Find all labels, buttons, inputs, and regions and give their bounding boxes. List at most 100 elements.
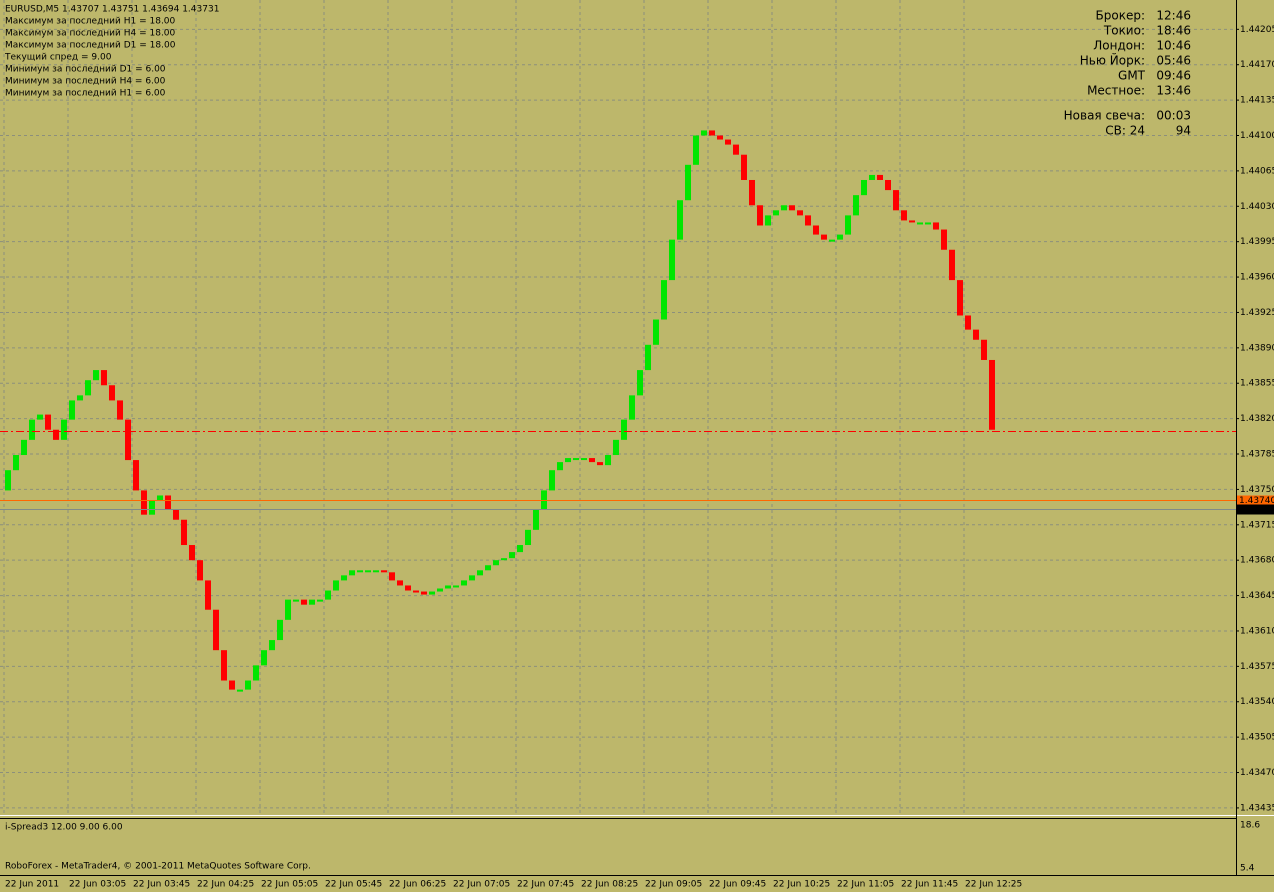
candle-body [957,280,963,316]
candle-body [373,570,379,573]
y-tick-label: 1.43855 [1240,379,1274,389]
price-label-box [1237,495,1274,506]
candle-body [773,210,779,216]
candle-body [389,572,395,581]
candle-body [317,599,323,602]
candle-body [173,509,179,520]
candle-body [101,370,107,386]
candle-body [205,580,211,610]
candle-body [549,470,555,491]
candle-body [13,455,19,471]
y-tick-label: 1.43960 [1240,273,1274,283]
candle-body [365,570,371,573]
candle-body [53,429,59,440]
y-tick-label: 1.44100 [1240,131,1274,141]
candle-body [293,599,299,602]
candle-body [501,558,507,561]
y-tick-label: 1.43715 [1240,520,1274,530]
candle-body [757,205,763,226]
candle-body [325,590,331,600]
candle-body [269,640,275,651]
candle-body [917,222,923,225]
price-label: 1.43740 [1239,496,1274,506]
candle-body [965,315,971,330]
candle-body [461,580,467,586]
x-tick-label: 22 Jun 04:25 [197,880,254,890]
candle-body [629,395,635,420]
info-line: Минимум за последний H1 = 6.00 [5,89,166,99]
candle-body [821,234,827,240]
candle-body [309,599,315,605]
candle-body [253,665,259,681]
candle-body [197,560,203,581]
candle-body [981,339,987,360]
candle-body [261,650,267,666]
candle-body [693,135,699,165]
candle-body [709,130,715,136]
price-label-box [1237,504,1274,515]
y-tick-label: 1.43680 [1240,556,1274,566]
candle-body [301,599,307,605]
candle-body [781,205,787,211]
candle-body [245,680,251,690]
candle-body [141,490,147,515]
clock-label: Брокер: [1096,9,1145,23]
clock-label: Нью Йорк: [1080,53,1145,68]
candle-body [181,519,187,546]
clock-label: Новая свеча: [1064,109,1145,123]
footer: RoboForex - MetaTrader4, © 2001-2011 Met… [5,862,311,872]
candle-body [341,575,347,581]
candle-body [397,580,403,586]
candle-body [77,395,83,401]
y-tick-label: 1.44135 [1240,96,1274,106]
x-tick-label: 22 Jun 07:05 [453,880,510,890]
x-tick-label: 22 Jun 12:25 [965,880,1022,890]
candle-body [869,174,875,180]
clock-value: 05:46 [1156,54,1191,68]
candle-body [189,545,195,561]
candle-body [597,462,603,466]
candle-body [933,222,939,230]
candle-body [949,249,955,281]
candle-body [61,419,67,440]
candle-body [405,585,411,591]
info-line: Текущий спред = 9.00 [4,53,112,63]
clock-label: Лондон: [1093,39,1145,53]
clock-value: 94 [1176,124,1191,138]
candle-body [229,680,235,690]
candle-body [813,225,819,235]
candle-body [493,560,499,566]
candle-body [741,154,747,180]
candle-body [677,200,683,240]
price-label: 1.43731 [1239,505,1274,515]
candle-body [797,210,803,216]
candle-body [285,599,291,620]
candle-body [333,580,339,591]
candle-body [941,229,947,250]
info-line: Минимум за последний D1 = 6.00 [5,65,166,75]
info-line: Минимум за последний H4 = 6.00 [5,77,166,87]
y-tick-label: 1.43820 [1240,414,1274,424]
x-tick-label: 22 Jun 09:05 [645,880,702,890]
y-tick-label: 1.44065 [1240,166,1274,176]
candle-body [29,419,35,440]
candle-body [453,585,459,588]
candle-body [93,370,99,381]
candle-body [621,419,627,440]
candle-body [829,239,835,242]
candle-body [45,414,51,430]
x-tick-label: 22 Jun 09:45 [709,880,766,890]
x-tick-label: 22 Jun 11:45 [901,880,958,890]
candle-body [853,195,859,216]
candle-body [893,190,899,211]
x-tick-label: 22 Jun 2011 [5,880,59,890]
y-tick-label: 1.43645 [1240,591,1274,601]
clock-label: Токио: [1103,24,1145,38]
candle-body [509,552,515,559]
candle-body [5,470,11,491]
indicator-title: i-Spread3 12.00 9.00 6.00 [5,823,123,833]
candle-body [701,130,707,136]
candle-body [989,359,995,430]
candle-body [421,591,427,595]
y-tick-label: 1.43995 [1240,237,1274,247]
